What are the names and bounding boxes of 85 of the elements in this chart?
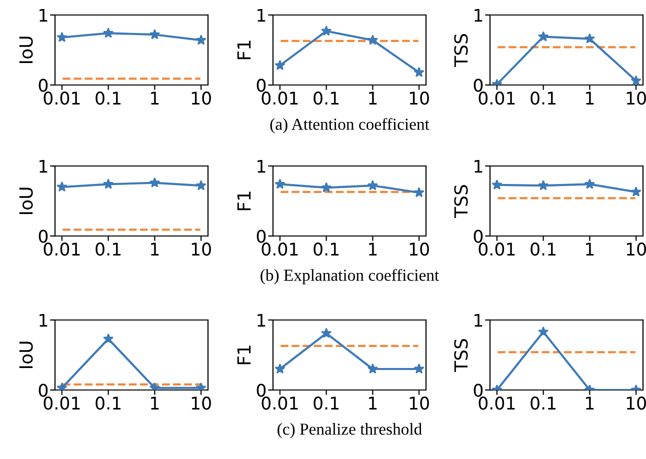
y-tick-label: 0	[474, 384, 483, 397]
point	[103, 28, 114, 38]
y-axis-title: F1	[237, 346, 251, 364]
y-axis-title: IoU	[19, 188, 33, 214]
x-tick-label: 0.1	[96, 92, 121, 105]
x-tick-label: 10	[410, 242, 429, 256]
y-tick-label: 0	[474, 230, 483, 243]
point	[196, 34, 206, 45]
y-axis-title: TSS	[454, 339, 468, 372]
text: (c) Penalize threshold	[278, 423, 422, 438]
x-tick-label: 10	[626, 396, 646, 410]
y-tick-label: 0	[38, 384, 48, 397]
y-axis-title: TSS	[454, 185, 468, 218]
x-tick-label: 1	[369, 242, 377, 256]
point	[538, 180, 549, 190]
x-tick-label: 10	[410, 92, 429, 105]
x-tick-label: 1	[369, 92, 377, 104]
y-tick-label: 1	[40, 314, 48, 327]
y-axis-title: F1	[237, 40, 251, 60]
x-tick-label: 1	[586, 242, 594, 256]
x-tick-label: 0.1	[530, 92, 556, 105]
x-tick-label: 1	[151, 242, 159, 256]
point	[584, 178, 595, 189]
x-tick-label: 10	[626, 242, 646, 256]
x-tick-label: 10	[192, 396, 211, 410]
point	[584, 33, 595, 44]
point	[367, 180, 378, 190]
x-tick-label: 0.1	[96, 396, 121, 410]
y-tick-label: 0	[256, 78, 266, 92]
x-tick-label: 10	[192, 242, 211, 256]
x-tick-label: 1	[586, 396, 594, 410]
y-tick-label: 1	[474, 314, 482, 327]
y-axis-title: TSS	[454, 34, 468, 68]
x-tick-label: 0.01	[478, 242, 515, 256]
x-tick-label: 0.01	[44, 242, 80, 256]
x-tick-label: 0.1	[530, 396, 556, 410]
y-tick-label: 0	[474, 78, 483, 92]
x-tick-label: 0.01	[478, 396, 515, 410]
y-axis-title: IoU	[19, 36, 33, 64]
text: (b) Explanation coefficient	[260, 268, 440, 284]
y-tick-label: 1	[258, 314, 266, 327]
y-tick-label: 1	[258, 160, 266, 173]
point	[321, 182, 332, 192]
y-tick-label: 1	[40, 160, 48, 173]
x-tick-label: 0.1	[314, 242, 339, 256]
x-tick-label: 0.01	[478, 92, 515, 105]
point	[630, 186, 642, 197]
point	[414, 187, 424, 198]
x-tick-label: 10	[626, 92, 646, 105]
y-tick-label: 1	[40, 8, 48, 22]
point	[538, 31, 549, 42]
point	[630, 75, 642, 85]
x-tick-label: 0.01	[44, 92, 80, 105]
x-tick-label: 10	[192, 92, 211, 105]
y-tick-label: 1	[474, 8, 482, 22]
x-tick-label: 1	[369, 396, 377, 410]
y-tick-label: 0	[38, 78, 48, 92]
y-tick-label: 0	[256, 384, 266, 397]
x-tick-label: 0.1	[314, 396, 339, 410]
text: (a) Attention coefficient	[270, 118, 430, 134]
point	[274, 178, 286, 189]
y-tick-label: 1	[258, 8, 266, 22]
x-tick-label: 0.01	[262, 92, 298, 105]
y-axis-title: F1	[237, 192, 251, 210]
x-tick-label: 10	[410, 396, 429, 410]
point	[414, 66, 424, 78]
x-tick-label: 0.1	[96, 242, 121, 256]
x-tick-label: 1	[151, 92, 159, 104]
point	[149, 29, 160, 40]
y-tick-label: 0	[256, 230, 266, 243]
y-tick-label: 0	[38, 230, 48, 243]
x-tick-label: 0.1	[314, 92, 339, 105]
y-axis-title: IoU	[19, 342, 33, 368]
y-tick-label: 1	[474, 160, 482, 173]
x-tick-label: 0.1	[530, 242, 556, 256]
point	[274, 60, 286, 70]
point	[321, 26, 332, 36]
x-tick-label: 0.01	[262, 242, 298, 256]
point	[56, 32, 68, 42]
point	[492, 179, 502, 190]
x-tick-label: 0.01	[44, 396, 80, 410]
x-tick-label: 0.01	[262, 396, 298, 410]
point	[367, 34, 378, 45]
x-tick-label: 1	[586, 92, 594, 104]
x-tick-label: 1	[151, 396, 159, 410]
